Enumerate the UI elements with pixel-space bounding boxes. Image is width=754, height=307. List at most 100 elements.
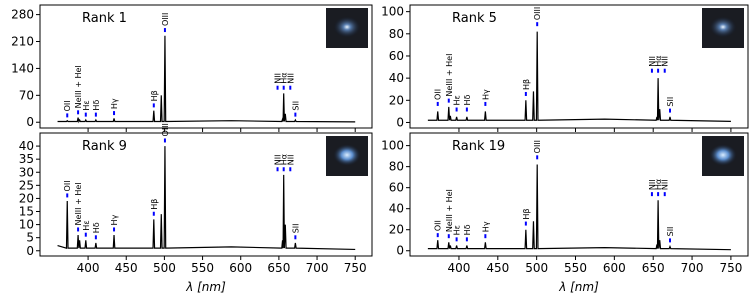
x-tick-label: 450 bbox=[115, 261, 138, 275]
galaxy-thumbnail bbox=[326, 8, 368, 48]
annotation-label: OII bbox=[63, 180, 72, 191]
annotation-label: Hγ bbox=[481, 89, 490, 100]
y-tick-label: 20 bbox=[19, 191, 34, 205]
y-tick-label: 80 bbox=[389, 27, 404, 41]
y-tick-label: 0 bbox=[26, 115, 34, 129]
x-tick-label: 650 bbox=[642, 261, 665, 275]
annotation-label: OIII bbox=[161, 123, 170, 136]
annotation-label: Hε bbox=[453, 95, 462, 105]
spectrum-line bbox=[57, 35, 356, 124]
y-tick-label: 35 bbox=[19, 152, 34, 166]
x-axis-label: λ [nm] bbox=[558, 280, 599, 294]
spectrum-line bbox=[57, 146, 356, 251]
y-tick-label: 0 bbox=[396, 115, 404, 129]
annotation-label: Hβ bbox=[522, 79, 531, 90]
y-tick-label: 100 bbox=[381, 139, 404, 153]
y-tick-label: 80 bbox=[389, 160, 404, 174]
annotation-label: Hγ bbox=[110, 98, 119, 109]
annotation-label: Hα bbox=[280, 72, 289, 83]
annotation-label: NII bbox=[648, 179, 657, 190]
x-tick-label: 750 bbox=[344, 261, 367, 275]
annotation-label: NeIII + HeI bbox=[445, 54, 454, 97]
annotation-label: OII bbox=[434, 220, 443, 231]
panel-title: Rank 19 bbox=[452, 139, 505, 154]
panel-title: Rank 9 bbox=[82, 139, 127, 154]
annotation-label: Hα bbox=[654, 179, 663, 190]
y-tick-label: 0 bbox=[396, 244, 404, 258]
annotation-label: Hα bbox=[280, 154, 289, 165]
x-tick-label: 600 bbox=[229, 261, 252, 275]
x-axis-label: λ [nm] bbox=[185, 280, 226, 294]
x-tick-label: 700 bbox=[681, 261, 704, 275]
x-tick-label: 550 bbox=[191, 261, 214, 275]
annotation-label: NII bbox=[661, 56, 670, 67]
annotation-label: Hδ bbox=[92, 100, 101, 111]
y-tick-label: 100 bbox=[381, 5, 404, 19]
annotation-label: NII bbox=[274, 73, 283, 84]
x-tick-label: 500 bbox=[153, 261, 176, 275]
y-tick-label: 25 bbox=[19, 178, 34, 192]
annotation-label: NeIII + HeI bbox=[74, 182, 83, 225]
y-tick-label: 140 bbox=[11, 61, 34, 75]
x-tick-label: 400 bbox=[77, 261, 100, 275]
annotation-label: OIII bbox=[533, 140, 542, 153]
thumbnail-galaxy bbox=[709, 16, 737, 38]
annotation-label: Hε bbox=[82, 220, 91, 230]
annotation-label: Hε bbox=[453, 225, 462, 235]
plot-frame bbox=[39, 4, 373, 129]
panel-title: Rank 5 bbox=[452, 11, 497, 26]
annotation-label: Hβ bbox=[150, 90, 159, 101]
y-tick-label: 10 bbox=[19, 218, 34, 232]
panel-title: Rank 1 bbox=[82, 11, 127, 26]
annotation-label: NII bbox=[286, 73, 295, 84]
annotation-label: OIII bbox=[161, 13, 170, 26]
spectrum-line bbox=[427, 31, 731, 122]
x-tick-label: 450 bbox=[486, 261, 509, 275]
y-tick-label: 5 bbox=[26, 231, 34, 245]
spectrum-line bbox=[427, 164, 731, 251]
annotation-label: NII bbox=[648, 56, 657, 67]
annotation-label: Hδ bbox=[463, 224, 472, 235]
galaxy-thumbnail bbox=[326, 136, 368, 176]
y-tick-label: 20 bbox=[389, 223, 404, 237]
annotation-label: SII bbox=[291, 224, 300, 234]
annotation-label: SII bbox=[291, 101, 300, 111]
thumbnail-galaxy bbox=[333, 16, 361, 38]
annotation-label: NII bbox=[274, 155, 283, 166]
annotation-label: NeIII + HeI bbox=[445, 189, 454, 232]
y-tick-label: 40 bbox=[389, 202, 404, 216]
annotation-label: Hβ bbox=[150, 199, 159, 210]
annotation-label: NII bbox=[286, 155, 295, 166]
annotation-label: Hγ bbox=[481, 221, 490, 232]
annotation-label: OII bbox=[63, 100, 72, 111]
x-tick-label: 550 bbox=[564, 261, 587, 275]
y-tick-label: 280 bbox=[11, 8, 34, 22]
galaxy-thumbnail bbox=[702, 136, 744, 176]
x-tick-label: 750 bbox=[719, 261, 742, 275]
galaxy-thumbnail bbox=[702, 8, 744, 48]
x-tick-label: 500 bbox=[525, 261, 548, 275]
annotation-label: OII bbox=[434, 89, 443, 100]
thumbnail-galaxy bbox=[333, 144, 361, 166]
annotation-label: OIII bbox=[533, 7, 542, 20]
y-tick-label: 210 bbox=[11, 35, 34, 49]
annotation-label: NII bbox=[661, 179, 670, 190]
annotation-label: Hβ bbox=[522, 208, 531, 219]
y-tick-label: 40 bbox=[19, 139, 34, 153]
annotation-label: Hδ bbox=[92, 222, 101, 233]
y-tick-label: 60 bbox=[389, 181, 404, 195]
plot-frame bbox=[39, 132, 373, 257]
plot-frame bbox=[409, 4, 749, 129]
y-tick-label: 70 bbox=[19, 88, 34, 102]
thumbnail-galaxy bbox=[709, 144, 737, 166]
annotation-label: Hγ bbox=[110, 214, 119, 225]
x-tick-label: 700 bbox=[306, 261, 329, 275]
x-tick-label: 650 bbox=[267, 261, 290, 275]
x-tick-label: 600 bbox=[603, 261, 626, 275]
annotation-label: SII bbox=[666, 227, 675, 237]
x-tick-label: 400 bbox=[447, 261, 470, 275]
y-tick-label: 20 bbox=[389, 93, 404, 107]
y-tick-label: 60 bbox=[389, 49, 404, 63]
annotation-label: SII bbox=[666, 97, 675, 107]
